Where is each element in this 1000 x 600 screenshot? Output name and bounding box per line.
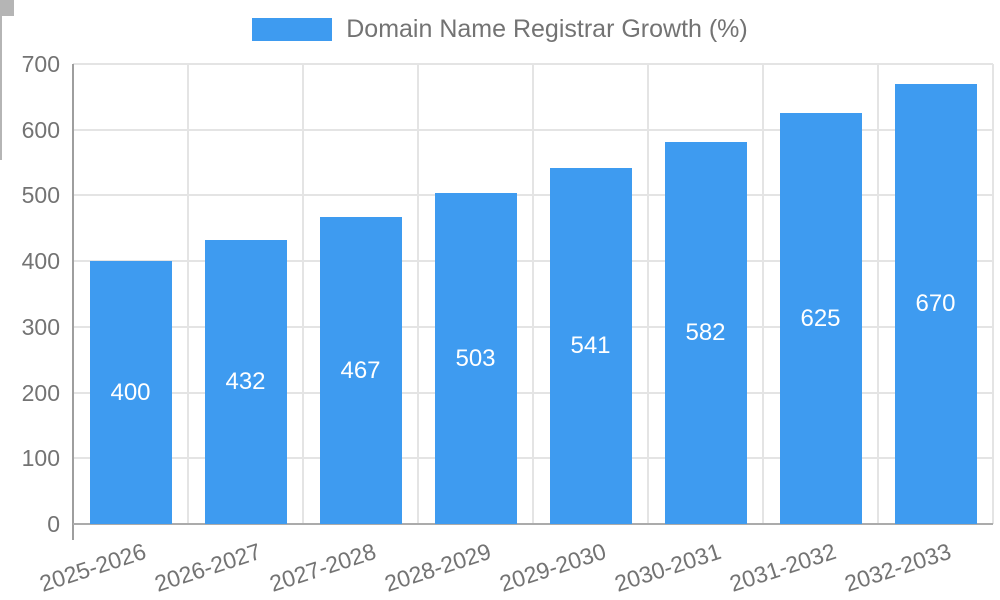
y-tick-mark	[0, 6, 14, 8]
y-tick-mark	[0, 14, 14, 16]
y-tick-label: 700	[21, 51, 60, 77]
x-tick-mark	[0, 144, 2, 160]
v-gridline	[877, 64, 879, 524]
bar-2030-2031	[664, 141, 747, 524]
x-tick-label: 2028-2029	[380, 538, 494, 597]
y-tick-mark	[0, 10, 14, 12]
v-gridline	[302, 64, 304, 524]
x-tick-label: 2029-2030	[495, 538, 609, 597]
y-tick-label: 300	[21, 313, 60, 340]
bar-value-label: 432	[225, 368, 266, 396]
x-tick-label: 2030-2031	[610, 538, 724, 597]
y-tick-label: 500	[21, 182, 60, 209]
v-gridline	[417, 64, 419, 524]
x-axis-line	[73, 523, 993, 525]
x-tick-mark	[0, 80, 2, 96]
x-tick-mark	[0, 16, 2, 32]
bar-2031-2032	[779, 113, 862, 524]
bar-2028-2029	[434, 193, 517, 524]
y-tick-mark	[0, 2, 14, 4]
x-tick-mark	[0, 112, 2, 128]
bar-value-label: 625	[800, 304, 841, 332]
y-tick-mark	[0, 8, 14, 10]
bar-value-label: 467	[340, 356, 381, 384]
x-tick-label: 2025-2026	[35, 538, 149, 597]
v-gridline	[532, 64, 534, 524]
x-tick-label: 2031-2032	[725, 538, 839, 597]
x-tick-label: 2026-2027	[150, 538, 264, 597]
x-tick-mark	[0, 128, 2, 144]
y-tick-label: 100	[21, 445, 60, 472]
x-tick-mark	[0, 32, 2, 48]
bar-value-label: 541	[570, 332, 611, 360]
chart-legend: Domain Name Registrar Growth (%)	[0, 14, 1000, 44]
bar-2027-2028	[319, 217, 402, 524]
x-tick-label: 2027-2028	[265, 538, 379, 597]
bar-value-label: 582	[685, 318, 726, 346]
v-gridline	[762, 64, 764, 524]
bar-value-label: 400	[110, 378, 151, 406]
y-tick-label: 200	[21, 379, 60, 406]
bar-2029-2030	[549, 168, 632, 524]
bar-2032-2033	[894, 83, 977, 524]
bar-2026-2027	[204, 240, 287, 524]
y-tick-label: 400	[21, 248, 60, 275]
legend-item[interactable]: Domain Name Registrar Growth (%)	[252, 14, 748, 44]
x-tick-label: 2032-2033	[840, 538, 954, 597]
y-axis-line	[72, 64, 74, 540]
v-gridline	[992, 64, 994, 524]
y-tick-label: 600	[21, 116, 60, 143]
x-tick-mark	[0, 48, 2, 64]
y-tick-label: 0	[47, 511, 60, 537]
bar-2025-2026	[89, 261, 172, 524]
legend-color-box-icon	[252, 17, 333, 41]
x-tick-mark	[0, 64, 2, 80]
v-gridline	[187, 64, 189, 524]
bar-value-label: 670	[915, 289, 956, 317]
bar-value-label: 503	[455, 344, 496, 372]
y-tick-mark	[0, 0, 14, 2]
chart-title: Domain Name Registrar Growth (%)	[346, 15, 748, 43]
y-tick-mark	[0, 12, 14, 14]
v-gridline	[647, 64, 649, 524]
y-tick-mark	[0, 4, 14, 6]
x-tick-mark	[0, 96, 2, 112]
